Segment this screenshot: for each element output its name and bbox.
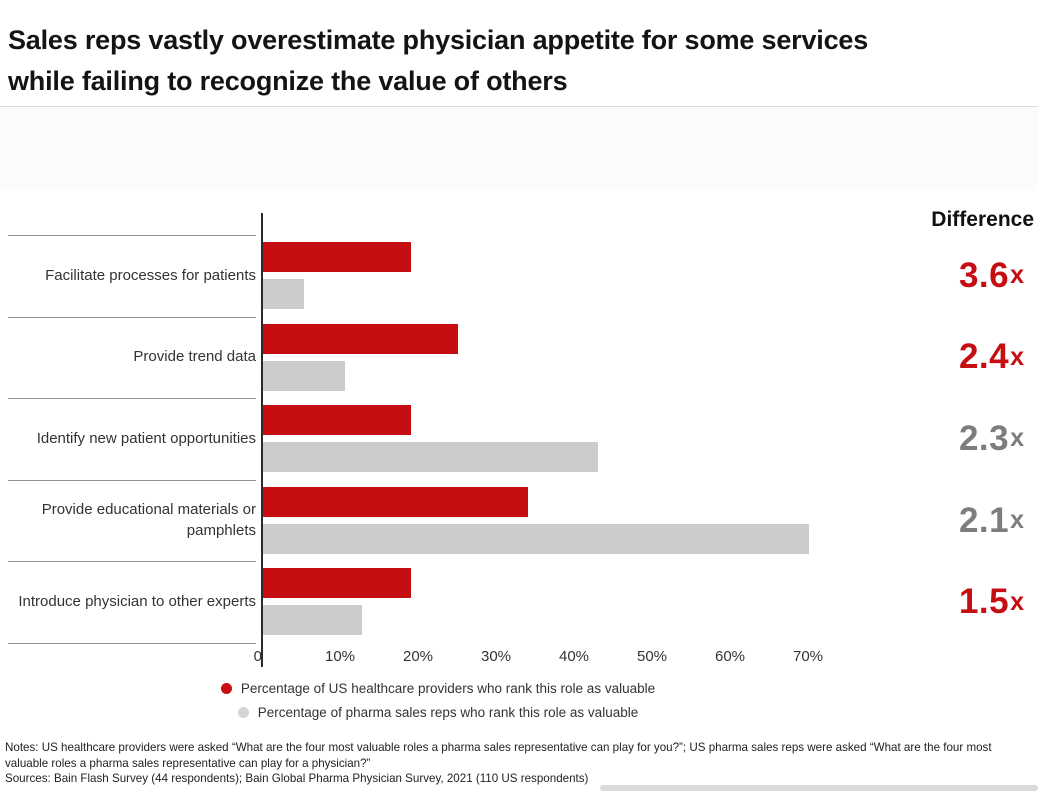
bar-providers [263,568,412,599]
legend-item-providers: Percentage of US healthcare providers wh… [0,681,876,696]
category-label: Identify new patient opportunities [36,429,256,447]
legend-item-sales-reps: Percentage of pharma sales reps who rank… [0,705,876,720]
difference-suffix: x [1010,261,1024,290]
difference-value: 2.3 x [824,398,1024,480]
bar-sales-reps [263,523,809,554]
difference-number: 2.4 [958,337,1010,377]
x-axis-tick-label: 70% [792,648,824,665]
notes-text: Notes: US healthcare providers were aske… [5,741,992,770]
bar-providers [263,242,412,272]
bar-sales-reps [263,279,305,309]
x-axis-tick-label: 10% [324,648,356,665]
bar-sales-reps [263,442,599,473]
bar-providers [263,323,458,354]
difference-column-header: Difference [931,208,1034,231]
row-separator-line [8,479,256,481]
difference-suffix: x [1010,424,1024,453]
difference-number: 2.3 [958,418,1010,458]
legend-label-providers: Percentage of US healthcare providers wh… [240,681,656,696]
page-title: Sales reps vastly overestimate physician… [8,20,1034,101]
page-title-line2: while failing to recognize the value of … [8,65,568,96]
category-label: Provide trend data [133,348,256,366]
difference-value: 2.4 x [824,317,1024,399]
difference-suffix: x [1010,587,1024,616]
horizontal-scrollbar-thumb[interactable] [600,785,1038,791]
legend-dot-sales-reps-icon [237,707,249,718]
bar-sales-reps [263,605,363,636]
difference-value: 1.5 x [824,561,1024,643]
x-axis-tick-label: 60% [714,648,746,665]
row-separator-line [8,398,256,400]
legend-label-sales-reps: Percentage of pharma sales reps who rank… [257,705,639,720]
legend: Percentage of US healthcare providers wh… [0,681,876,729]
difference-value: 2.1 x [824,480,1024,562]
x-axis-tick-label: 0 [253,648,262,665]
sources-text: Sources: Bain Flash Survey (44 responden… [5,772,589,785]
legend-dot-providers-icon [220,683,232,694]
row-separator-line [8,235,256,236]
y-axis-line [261,213,263,667]
subheader-band [0,107,1038,190]
bar-providers [263,486,529,517]
difference-suffix: x [1010,342,1024,371]
bar-sales-reps [263,360,345,391]
x-axis-tick-label: 30% [480,648,512,665]
category-label: Provide educational materials or pamphle… [41,501,256,539]
page-title-line1: Sales reps vastly overestimate physician… [8,25,869,56]
row-separator-line [8,316,256,318]
difference-number: 3.6 [958,255,1010,295]
difference-value: 3.6 x [824,235,1024,317]
x-axis-tick-label: 40% [558,648,590,665]
x-axis-tick-label: 50% [636,648,668,665]
bar-providers [263,405,412,436]
difference-suffix: x [1010,506,1024,535]
difference-number: 1.5 [958,582,1010,622]
category-label: Facilitate processes for patients [45,266,256,284]
title-divider [0,106,1038,107]
category-label: Introduce physician to other experts [18,593,256,611]
row-separator-line [8,643,256,644]
row-separator-line [8,561,256,563]
x-axis-tick-label: 20% [402,648,434,665]
difference-number: 2.1 [958,500,1010,540]
